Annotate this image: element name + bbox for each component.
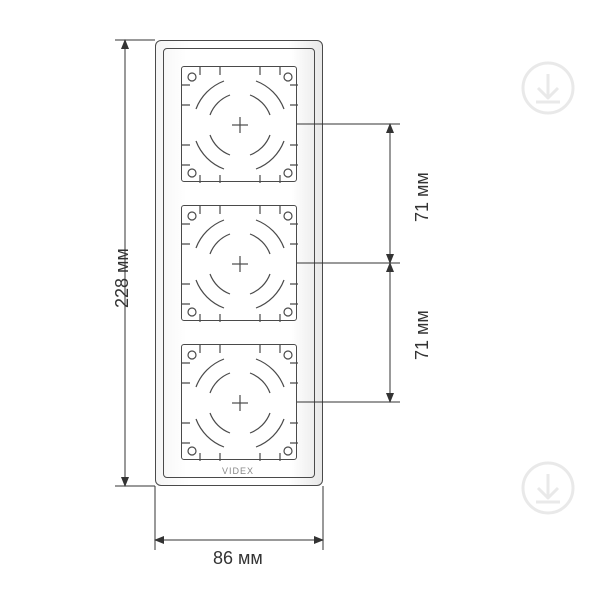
dim-spacing-top: 71 мм <box>412 172 433 222</box>
dim-spacing-bottom: 71 мм <box>412 310 433 360</box>
dim-width-total: 86 мм <box>213 548 263 569</box>
diagram-stage: VIDEX 228 мм 86 мм 71 мм 71 мм <box>0 0 600 600</box>
watermark-icon <box>520 60 576 116</box>
dim-height-total: 228 мм <box>112 248 133 308</box>
watermark-icon <box>520 460 576 516</box>
dimension-lines <box>0 0 600 600</box>
